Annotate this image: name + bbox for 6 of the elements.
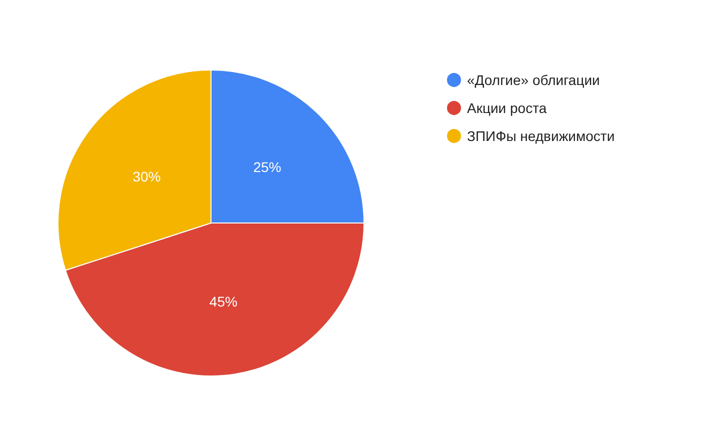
legend-label: Акции роста — [467, 100, 547, 116]
legend-label: ЗПИФы недвижимости — [467, 128, 615, 144]
data-label: 25% — [253, 158, 282, 175]
legend-label: «Долгие» облигации — [467, 72, 600, 88]
data-label: 30% — [132, 168, 161, 184]
data-label: 45% — [209, 294, 238, 310]
